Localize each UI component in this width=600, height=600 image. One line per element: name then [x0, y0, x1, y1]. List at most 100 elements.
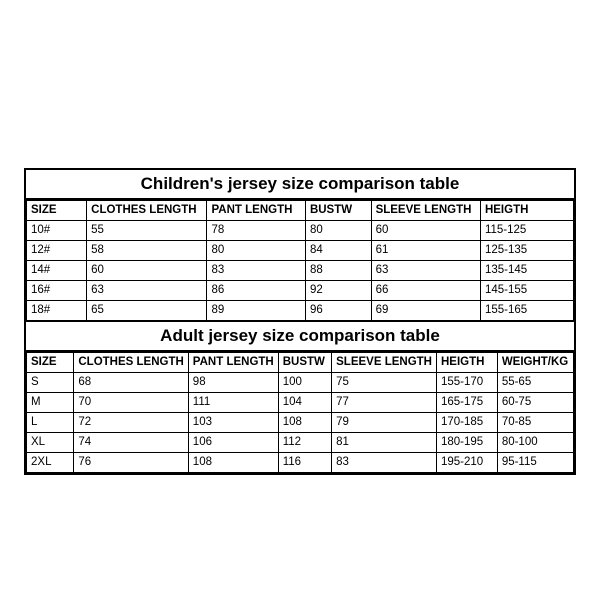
- cell: 58: [87, 241, 207, 261]
- adult-table-head: SIZE CLOTHES LENGTH PANT LENGTH BUSTW SL…: [27, 353, 574, 373]
- col-weight: WEIGHT/KG: [497, 353, 573, 373]
- cell: 103: [188, 413, 278, 433]
- page: Children's jersey size comparison table …: [0, 0, 600, 600]
- cell: 66: [371, 281, 480, 301]
- cell: 61: [371, 241, 480, 261]
- cell: M: [27, 393, 74, 413]
- cell: 79: [332, 413, 437, 433]
- table-row: L 72 103 108 79 170-185 70-85: [27, 413, 574, 433]
- cell: 155-165: [480, 301, 573, 321]
- col-clothes-length: CLOTHES LENGTH: [87, 201, 207, 221]
- table-row: SIZE CLOTHES LENGTH PANT LENGTH BUSTW SL…: [27, 353, 574, 373]
- cell: 108: [278, 413, 331, 433]
- cell: 111: [188, 393, 278, 413]
- col-bustw: BUSTW: [305, 201, 371, 221]
- cell: 14#: [27, 261, 87, 281]
- cell: 80: [207, 241, 305, 261]
- cell: 104: [278, 393, 331, 413]
- cell: 65: [87, 301, 207, 321]
- cell: 55: [87, 221, 207, 241]
- cell: 55-65: [497, 373, 573, 393]
- children-table: SIZE CLOTHES LENGTH PANT LENGTH BUSTW SL…: [26, 200, 574, 321]
- cell: 18#: [27, 301, 87, 321]
- cell: 86: [207, 281, 305, 301]
- cell: 69: [371, 301, 480, 321]
- table-row: M 70 111 104 77 165-175 60-75: [27, 393, 574, 413]
- cell: 83: [332, 453, 437, 473]
- col-height: HEIGTH: [436, 353, 497, 373]
- cell: 60: [371, 221, 480, 241]
- table-row: 14# 60 83 88 63 135-145: [27, 261, 574, 281]
- table-row: XL 74 106 112 81 180-195 80-100: [27, 433, 574, 453]
- cell: 100: [278, 373, 331, 393]
- cell: 108: [188, 453, 278, 473]
- cell: 60-75: [497, 393, 573, 413]
- cell: 75: [332, 373, 437, 393]
- cell: 2XL: [27, 453, 74, 473]
- cell: 92: [305, 281, 371, 301]
- cell: 180-195: [436, 433, 497, 453]
- cell: 155-170: [436, 373, 497, 393]
- cell: 112: [278, 433, 331, 453]
- col-sleeve-length: SLEEVE LENGTH: [332, 353, 437, 373]
- table-row: 2XL 76 108 116 83 195-210 95-115: [27, 453, 574, 473]
- cell: 84: [305, 241, 371, 261]
- cell: 63: [371, 261, 480, 281]
- cell: XL: [27, 433, 74, 453]
- cell: 72: [74, 413, 188, 433]
- children-table-head: SIZE CLOTHES LENGTH PANT LENGTH BUSTW SL…: [27, 201, 574, 221]
- cell: 115-125: [480, 221, 573, 241]
- cell: 170-185: [436, 413, 497, 433]
- cell: 96: [305, 301, 371, 321]
- col-size: SIZE: [27, 353, 74, 373]
- cell: 10#: [27, 221, 87, 241]
- cell: 145-155: [480, 281, 573, 301]
- size-chart-frame: Children's jersey size comparison table …: [24, 168, 576, 475]
- table-row: 10# 55 78 80 60 115-125: [27, 221, 574, 241]
- cell: 74: [74, 433, 188, 453]
- cell: 195-210: [436, 453, 497, 473]
- table-row: 18# 65 89 96 69 155-165: [27, 301, 574, 321]
- cell: 165-175: [436, 393, 497, 413]
- table-row: S 68 98 100 75 155-170 55-65: [27, 373, 574, 393]
- table-row: SIZE CLOTHES LENGTH PANT LENGTH BUSTW SL…: [27, 201, 574, 221]
- cell: 83: [207, 261, 305, 281]
- adult-table: SIZE CLOTHES LENGTH PANT LENGTH BUSTW SL…: [26, 352, 574, 473]
- children-title: Children's jersey size comparison table: [26, 170, 574, 200]
- cell: 135-145: [480, 261, 573, 281]
- table-row: 16# 63 86 92 66 145-155: [27, 281, 574, 301]
- cell: 88: [305, 261, 371, 281]
- cell: 76: [74, 453, 188, 473]
- cell: 78: [207, 221, 305, 241]
- cell: 98: [188, 373, 278, 393]
- cell: S: [27, 373, 74, 393]
- cell: 116: [278, 453, 331, 473]
- adult-title: Adult jersey size comparison table: [26, 321, 574, 352]
- cell: 63: [87, 281, 207, 301]
- cell: 80-100: [497, 433, 573, 453]
- cell: 70-85: [497, 413, 573, 433]
- col-clothes-length: CLOTHES LENGTH: [74, 353, 188, 373]
- col-size: SIZE: [27, 201, 87, 221]
- cell: 77: [332, 393, 437, 413]
- col-pant-length: PANT LENGTH: [188, 353, 278, 373]
- cell: 95-115: [497, 453, 573, 473]
- col-pant-length: PANT LENGTH: [207, 201, 305, 221]
- cell: 70: [74, 393, 188, 413]
- cell: L: [27, 413, 74, 433]
- cell: 106: [188, 433, 278, 453]
- col-bustw: BUSTW: [278, 353, 331, 373]
- cell: 60: [87, 261, 207, 281]
- cell: 81: [332, 433, 437, 453]
- cell: 89: [207, 301, 305, 321]
- cell: 12#: [27, 241, 87, 261]
- cell: 80: [305, 221, 371, 241]
- cell: 16#: [27, 281, 87, 301]
- children-table-body: 10# 55 78 80 60 115-125 12# 58 80 84 61 …: [27, 221, 574, 321]
- col-sleeve-length: SLEEVE LENGTH: [371, 201, 480, 221]
- adult-table-body: S 68 98 100 75 155-170 55-65 M 70 111 10…: [27, 373, 574, 473]
- cell: 68: [74, 373, 188, 393]
- table-row: 12# 58 80 84 61 125-135: [27, 241, 574, 261]
- cell: 125-135: [480, 241, 573, 261]
- col-height: HEIGTH: [480, 201, 573, 221]
